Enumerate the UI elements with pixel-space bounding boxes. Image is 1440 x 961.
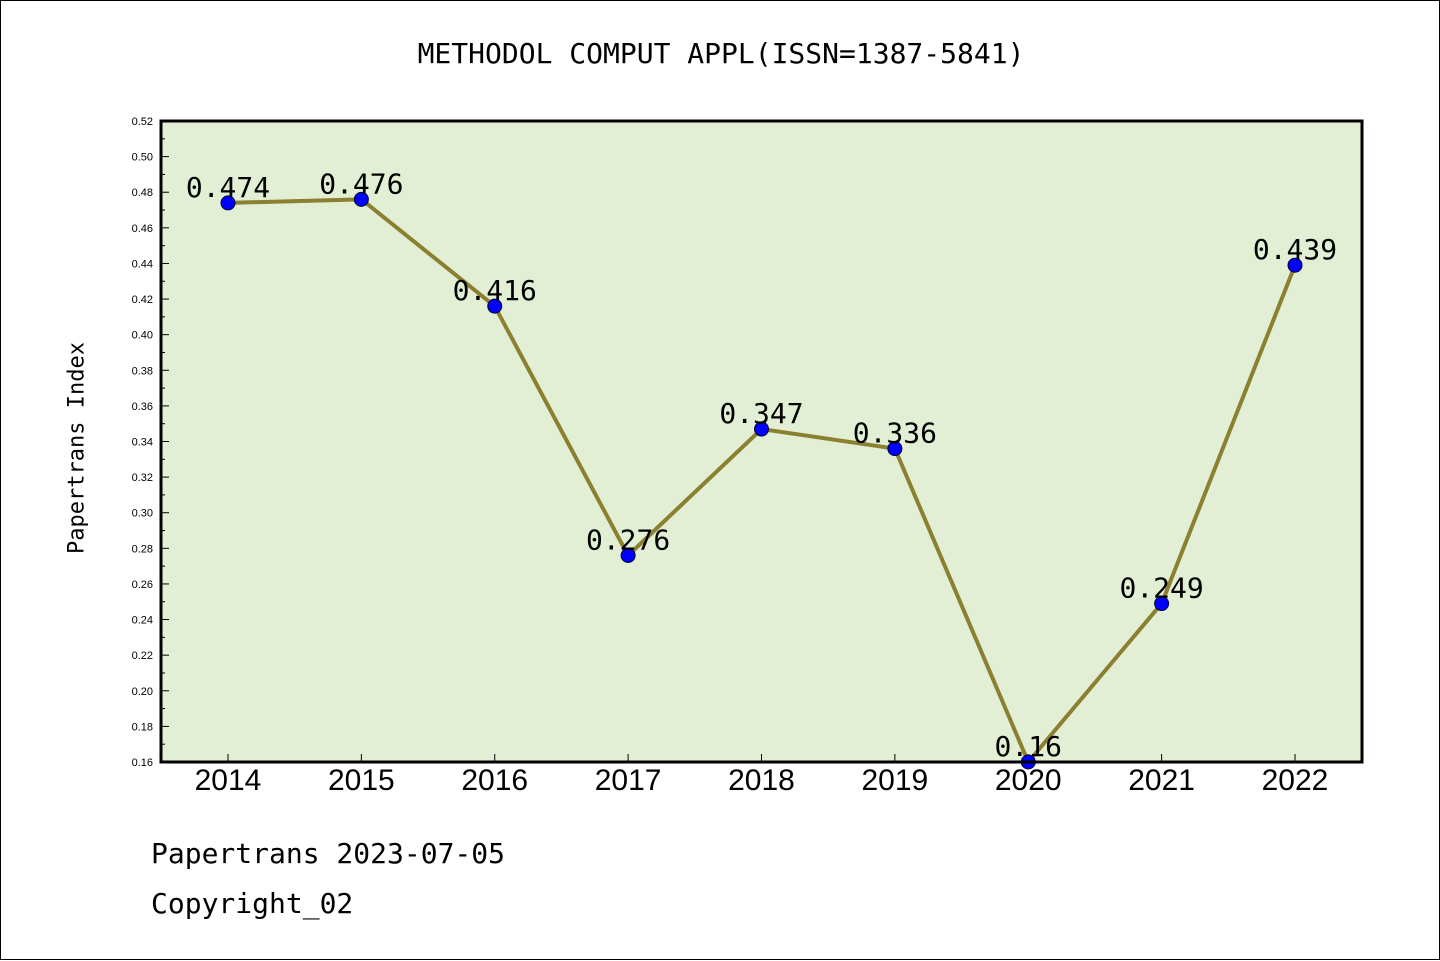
chart-title: METHODOL COMPUT APPL(ISSN=1387-5841) bbox=[417, 37, 1025, 70]
y-tick-label: 0.24 bbox=[132, 615, 153, 627]
data-label: 0.416 bbox=[453, 274, 537, 307]
y-tick-label: 0.32 bbox=[132, 472, 153, 484]
y-tick-label: 0.48 bbox=[132, 187, 153, 199]
data-point bbox=[754, 421, 769, 437]
data-label: 0.16 bbox=[995, 730, 1062, 763]
plot-border bbox=[159, 119, 1364, 764]
data-point bbox=[353, 191, 369, 207]
x-tick-label: 2022 bbox=[1262, 764, 1329, 797]
y-tick-label: 0.34 bbox=[132, 437, 153, 449]
x-tick-label: 2015 bbox=[328, 764, 395, 797]
x-axis: 2014 2015 2016 2017 2018 2019 2020 2021 2022 bbox=[195, 754, 1329, 797]
data-point bbox=[1154, 596, 1170, 612]
y-tick-label: 0.50 bbox=[132, 152, 153, 164]
data-point bbox=[220, 195, 236, 211]
footer-date: Papertrans 2023-07-05 bbox=[151, 837, 506, 870]
y-tick-label: 0.18 bbox=[132, 721, 153, 733]
x-tick-label: 2017 bbox=[595, 764, 662, 797]
footer-copyright: Copyright_02 bbox=[151, 887, 354, 920]
y-tick-label: 0.20 bbox=[132, 686, 153, 698]
y-tick-label: 0.46 bbox=[132, 223, 153, 235]
y-tick-label: 0.38 bbox=[132, 365, 153, 377]
data-point bbox=[487, 298, 503, 314]
x-tick-label: 2018 bbox=[728, 764, 795, 797]
y-tick-label: 0.28 bbox=[132, 543, 153, 555]
y-tick-label: 0.26 bbox=[132, 579, 153, 591]
data-label: 0.347 bbox=[719, 397, 803, 430]
y-tick-label: 0.44 bbox=[132, 258, 153, 270]
y-tick-label: 0.42 bbox=[132, 294, 153, 306]
data-label: 0.276 bbox=[586, 523, 670, 556]
x-tick-label: 2019 bbox=[862, 764, 929, 797]
plot-area bbox=[161, 121, 1362, 762]
y-tick-label: 0.36 bbox=[132, 401, 153, 413]
data-label: 0.439 bbox=[1253, 233, 1337, 266]
x-tick-label: 2016 bbox=[461, 764, 528, 797]
data-label: 0.476 bbox=[319, 167, 403, 200]
y-axis: 0.16 0.18 0.20 0.22 0.24 0.26 0.28 0.30 0.32 0.34… bbox=[132, 116, 169, 769]
data-point bbox=[887, 441, 903, 457]
y-tick-label: 0.22 bbox=[132, 650, 153, 662]
x-tick-label: 2014 bbox=[195, 764, 262, 797]
y-tick-label: 0.16 bbox=[132, 757, 153, 769]
y-tick-label: 0.30 bbox=[132, 508, 153, 520]
data-labels: 0.474 0.476 0.416 0.276 0.347 0.336 0.16 0.249 0… bbox=[186, 167, 1337, 763]
y-tick-label: 0.52 bbox=[132, 116, 153, 128]
x-tick-label: 2021 bbox=[1128, 764, 1195, 797]
data-point bbox=[620, 547, 636, 563]
data-label: 0.336 bbox=[853, 417, 937, 450]
data-point bbox=[1287, 257, 1303, 273]
data-label: 0.249 bbox=[1119, 572, 1203, 605]
data-label: 0.474 bbox=[186, 171, 270, 204]
y-tick-label: 0.40 bbox=[132, 330, 153, 342]
